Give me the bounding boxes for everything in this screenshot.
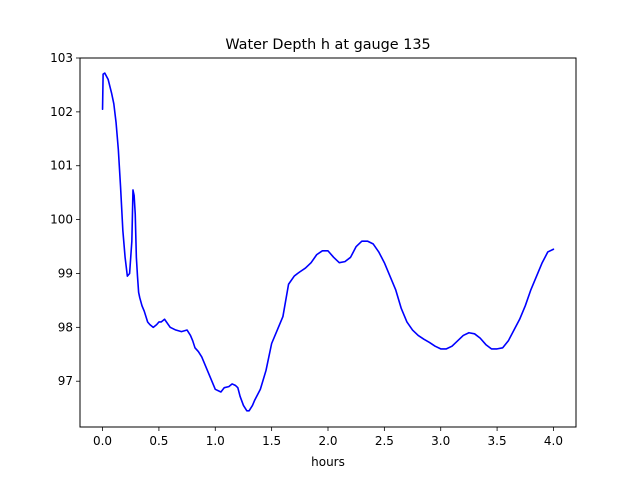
y-tick-label: 100: [50, 213, 73, 227]
y-tick-label: 101: [50, 159, 73, 173]
x-axis-ticks: 0.0 0.5 1.0 1.5 2.0 2.5 3.0 3.5 4.0: [93, 427, 563, 448]
x-tick-label: 4.0: [544, 434, 563, 448]
plot-background: [80, 58, 576, 427]
x-tick-label: 3.0: [431, 434, 450, 448]
chart-title: Water Depth h at gauge 135: [225, 37, 430, 53]
y-tick-label: 98: [58, 320, 73, 334]
y-tick-label: 97: [58, 374, 73, 388]
y-tick-label: 99: [58, 266, 73, 280]
x-tick-label: 2.0: [318, 434, 337, 448]
x-tick-label: 0.0: [93, 434, 112, 448]
data-layer: [101, 72, 555, 412]
y-tick-label: 102: [50, 105, 73, 119]
x-tick-label: 0.5: [149, 434, 168, 448]
y-axis-ticks: 97 98 99 100 101 102 103: [50, 51, 80, 388]
x-axis-label: hours: [311, 455, 345, 469]
x-tick-label: 3.5: [488, 434, 507, 448]
plot-area: [79, 57, 577, 428]
x-tick-label: 2.5: [375, 434, 394, 448]
series-line-0: [101, 72, 555, 412]
y-tick-label: 103: [50, 51, 73, 65]
x-tick-label: 1.5: [262, 434, 281, 448]
x-tick-label: 1.0: [206, 434, 225, 448]
